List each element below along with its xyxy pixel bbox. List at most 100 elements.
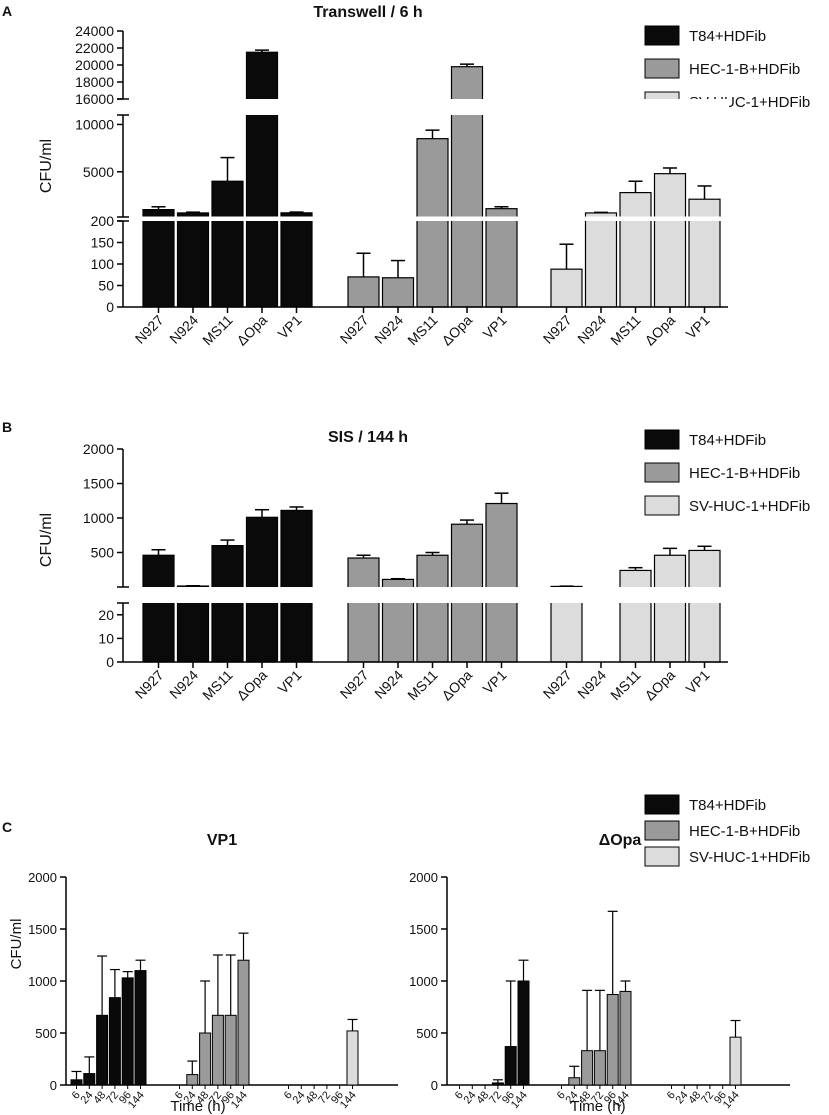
bar-c-vp1-0-2 bbox=[96, 1014, 109, 1086]
legend-label-a-1: HEC-1-B+HDFib bbox=[689, 61, 800, 78]
bar-c-vp1-0-1 bbox=[83, 1073, 96, 1086]
axis-break-gap-a-1 bbox=[124, 216, 729, 221]
ylabel-panel-b: CFU/ml bbox=[38, 513, 55, 567]
y-tick-label-c-dopa-0: 0 bbox=[431, 1078, 438, 1093]
title-panel-b: SIS / 144 h bbox=[328, 429, 408, 446]
bar-c-dopa-1-1 bbox=[568, 1077, 581, 1086]
bar-b-2-3 bbox=[653, 554, 687, 663]
bar-a-1-2 bbox=[416, 138, 449, 308]
x-tick-label-b-1-0: N927 bbox=[337, 667, 372, 702]
bar-c-vp1-0-3 bbox=[108, 997, 121, 1086]
x-tick-label-b-2-4: VP1 bbox=[683, 667, 713, 697]
x-tick-label-b-0-2: MS11 bbox=[199, 667, 236, 704]
y-tick-label-c-dopa-3: 1500 bbox=[409, 922, 438, 937]
x-tick-label-b-1-4: VP1 bbox=[480, 667, 510, 697]
x-tick-label-a-0-2: MS11 bbox=[199, 312, 236, 349]
y-tick-label-c-vp1-1: 500 bbox=[35, 1026, 57, 1041]
bar-c-vp1-1-2 bbox=[199, 1032, 212, 1086]
x-tick-label-a-2-1: N924 bbox=[574, 312, 609, 347]
y-tick-label-a-0-1: 18000 bbox=[75, 74, 114, 90]
y-tick-label-c-dopa-4: 2000 bbox=[409, 870, 438, 885]
xlabel-panel-c-dopa: Time (h) bbox=[570, 1098, 625, 1115]
bar-b-2-4 bbox=[688, 549, 721, 663]
x-tick-label-a-2-2: MS11 bbox=[607, 312, 644, 349]
x-tick-label-a-1-1: N924 bbox=[371, 312, 406, 347]
bar-c-vp1-1-4 bbox=[224, 1014, 237, 1086]
panel-label-a: A bbox=[2, 3, 12, 19]
legend-swatch-b-2 bbox=[644, 495, 680, 516]
bar-a-2-0 bbox=[550, 268, 583, 308]
x-tick-label-a-0-4: VP1 bbox=[275, 312, 305, 342]
x-tick-label-c-vp1-2-5: 144 bbox=[338, 1089, 359, 1111]
legend-label-c-1: HEC-1-B+HDFib bbox=[689, 823, 800, 840]
x-tick-label-b-1-3: ΔOpa bbox=[438, 667, 475, 704]
legend-swatch-c-2 bbox=[644, 846, 680, 867]
bar-a-2-1 bbox=[584, 212, 618, 308]
bar-c-vp1-1-3 bbox=[211, 1014, 224, 1086]
ylabel-panel-a: CFU/ml bbox=[38, 139, 55, 193]
y-tick-label-b-1-1: 10 bbox=[98, 630, 114, 646]
y-tick-label-b-1-2: 20 bbox=[98, 607, 114, 623]
legend-swatch-a-1 bbox=[644, 58, 680, 79]
bar-c-dopa-1-3 bbox=[593, 1050, 606, 1086]
x-tick-label-a-2-4: VP1 bbox=[683, 312, 713, 342]
bar-b-2-2 bbox=[619, 569, 652, 663]
legend-swatch-a-0 bbox=[644, 25, 680, 46]
bar-c-dopa-0-4 bbox=[504, 1046, 517, 1086]
y-tick-label-a-2-0: 0 bbox=[106, 299, 114, 315]
bar-a-2-3 bbox=[653, 173, 687, 308]
bar-c-dopa-0-3 bbox=[491, 1082, 504, 1086]
bar-b-0-4 bbox=[280, 509, 313, 663]
x-tick-label-c-dopa-2-5: 144 bbox=[721, 1089, 742, 1111]
legend-label-b-1: HEC-1-B+HDFib bbox=[689, 465, 800, 482]
x-tick-label-a-1-2: MS11 bbox=[404, 312, 441, 349]
x-tick-label-b-2-2: MS11 bbox=[607, 667, 644, 704]
bar-b-1-2 bbox=[416, 554, 449, 663]
y-tick-label-a-1-1: 10000 bbox=[75, 116, 114, 132]
title-panel-c-vp1: VP1 bbox=[207, 832, 237, 849]
x-tick-label-a-0-3: ΔOpa bbox=[233, 312, 270, 349]
y-tick-label-b-0-3: 2000 bbox=[83, 441, 114, 457]
y-tick-label-a-1-0: 5000 bbox=[83, 164, 114, 180]
legend-label-b-2: SV-HUC-1+HDFib bbox=[689, 498, 810, 515]
legend-label-a-0: T84+HDFib bbox=[689, 28, 766, 45]
y-tick-label-a-2-3: 150 bbox=[91, 235, 115, 251]
x-tick-label-b-2-0: N927 bbox=[540, 667, 575, 702]
legend-label-b-0: T84+HDFib bbox=[689, 432, 766, 449]
y-tick-label-a-0-2: 20000 bbox=[75, 57, 114, 73]
bar-c-vp1-1-1 bbox=[186, 1074, 199, 1086]
y-tick-label-b-0-0: 500 bbox=[91, 545, 115, 561]
x-tick-label-c-dopa-0-5: 144 bbox=[509, 1089, 530, 1111]
bar-a-2-4 bbox=[688, 198, 721, 308]
panel-label-c: C bbox=[2, 819, 12, 835]
y-tick-label-c-dopa-2: 1000 bbox=[409, 974, 438, 989]
bar-c-vp1-0-0 bbox=[70, 1079, 83, 1086]
y-tick-label-a-2-4: 200 bbox=[91, 213, 115, 229]
bar-a-0-0 bbox=[142, 209, 175, 308]
bar-a-1-0 bbox=[347, 276, 380, 308]
x-tick-label-b-0-1: N924 bbox=[166, 667, 201, 702]
y-tick-label-a-0-3: 22000 bbox=[75, 40, 114, 56]
x-tick-label-b-2-3: ΔOpa bbox=[641, 667, 678, 704]
bar-a-0-2 bbox=[211, 180, 244, 308]
bar-a-0-1 bbox=[176, 212, 210, 308]
x-tick-label-a-1-3: ΔOpa bbox=[438, 312, 475, 349]
bar-c-vp1-0-5 bbox=[134, 970, 147, 1086]
legend-swatch-c-0 bbox=[644, 794, 680, 815]
y-tick-label-a-0-4: 24000 bbox=[75, 23, 114, 39]
x-tick-label-b-1-1: N924 bbox=[371, 667, 406, 702]
bar-a-1-1 bbox=[381, 277, 415, 308]
bar-a-0-4 bbox=[280, 212, 313, 308]
legend-swatch-c-1 bbox=[644, 820, 680, 841]
x-tick-label-b-2-1: N924 bbox=[574, 667, 609, 702]
y-tick-label-c-vp1-3: 1500 bbox=[28, 922, 57, 937]
y-tick-label-c-vp1-0: 0 bbox=[50, 1078, 57, 1093]
bar-a-2-2 bbox=[619, 191, 652, 308]
bar-c-vp1-0-4 bbox=[121, 977, 134, 1086]
legend-label-c-0: T84+HDFib bbox=[689, 797, 766, 814]
y-tick-label-a-2-1: 50 bbox=[98, 278, 114, 294]
x-tick-label-a-0-0: N927 bbox=[132, 312, 167, 347]
bar-a-0-3 bbox=[245, 51, 279, 308]
x-tick-label-b-0-0: N927 bbox=[132, 667, 167, 702]
